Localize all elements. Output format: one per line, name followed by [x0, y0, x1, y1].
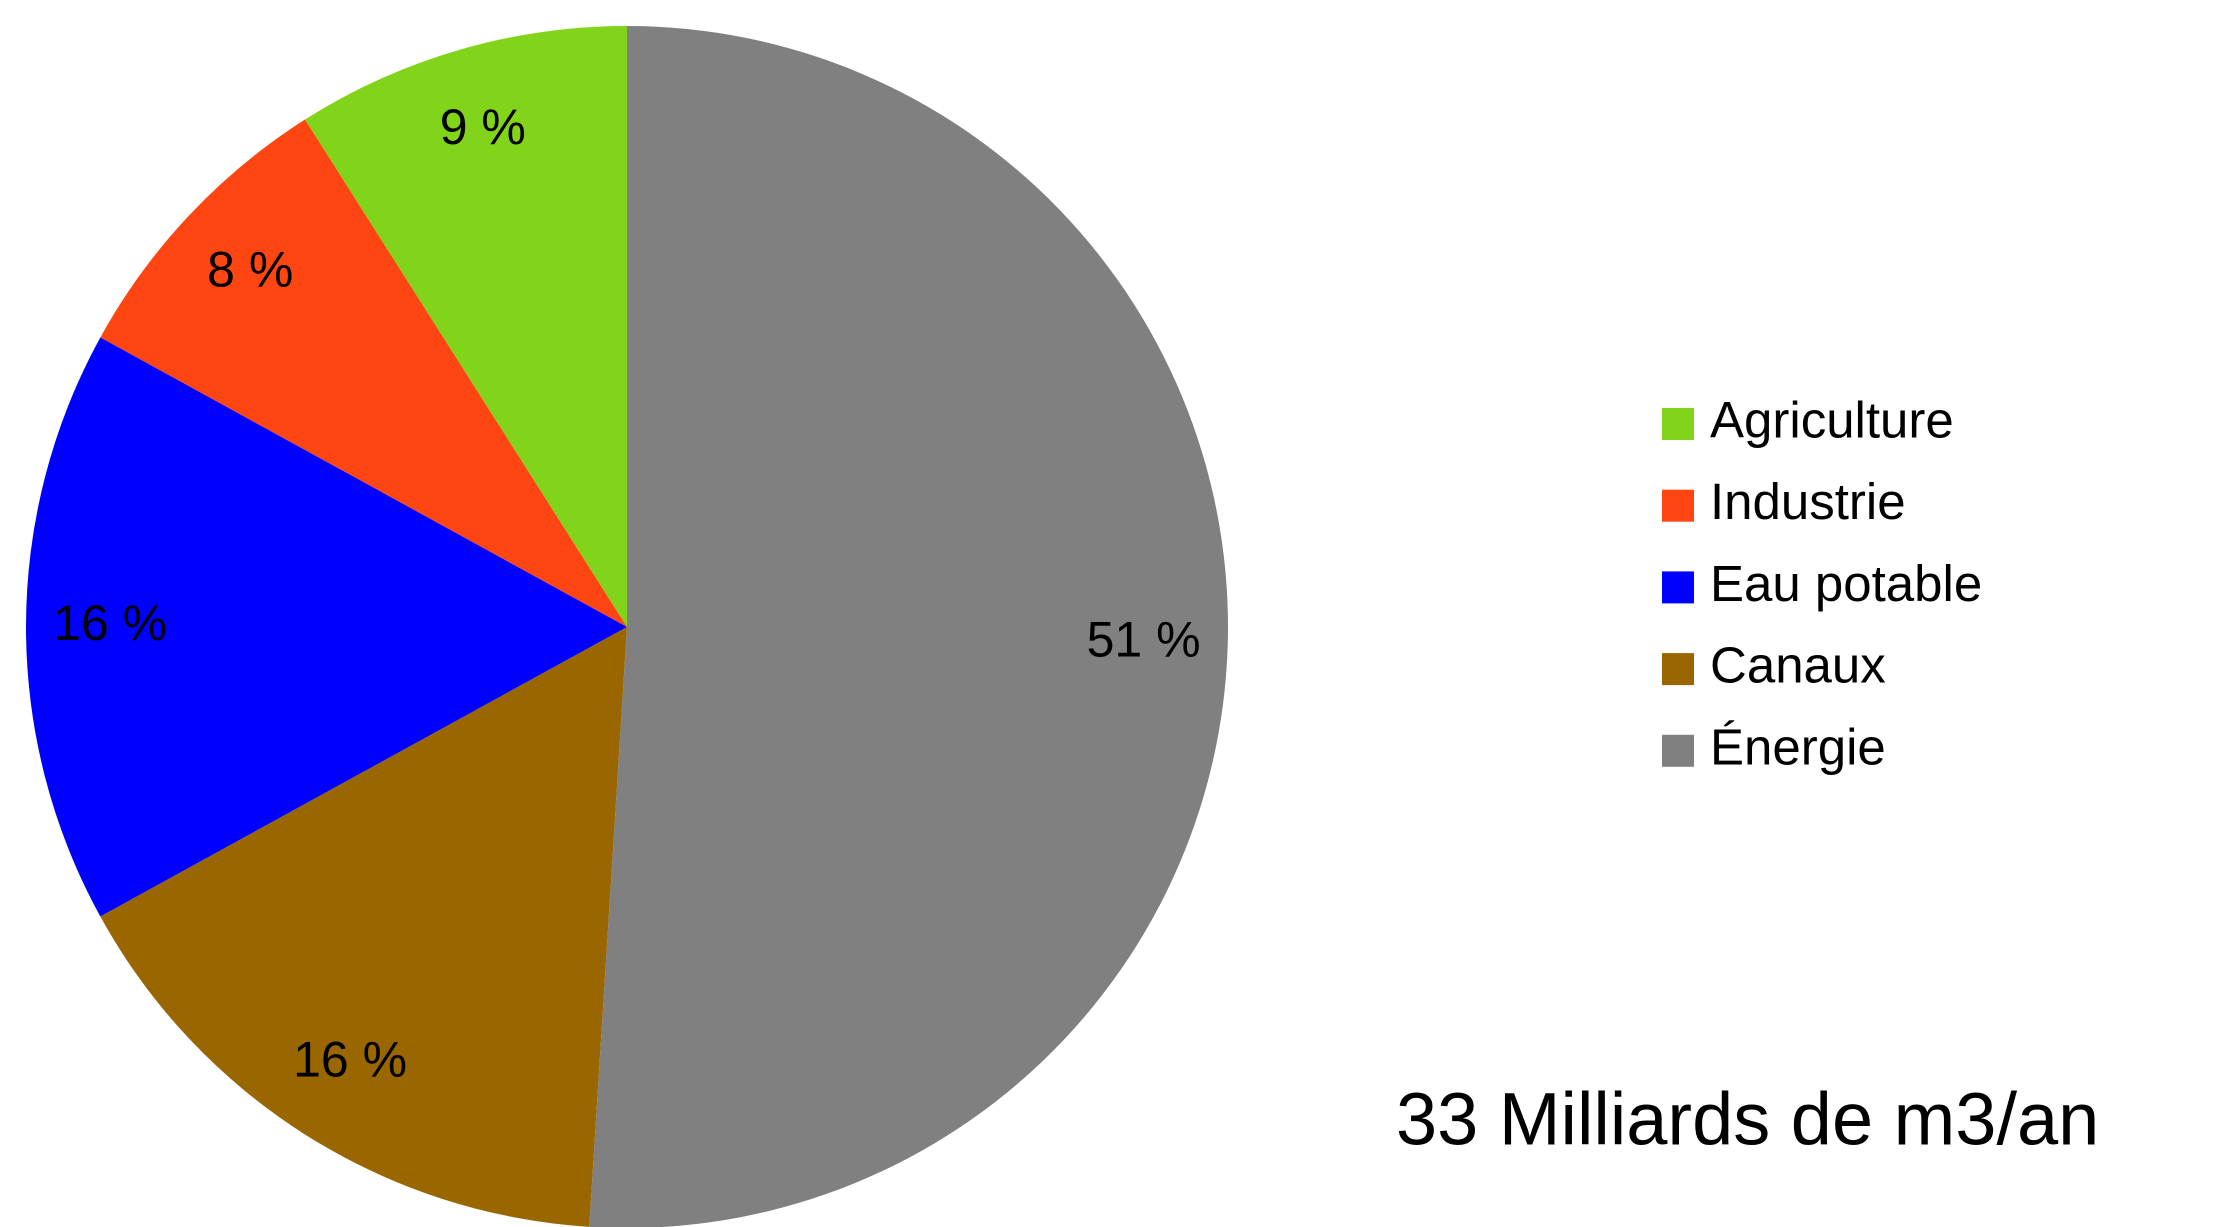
legend-swatch: [1662, 408, 1694, 440]
legend-swatch: [1662, 489, 1694, 522]
pie-slice: [25, 337, 627, 917]
legend-label: Eau potable: [1710, 555, 1982, 612]
legend-label: Industrie: [1710, 473, 1906, 530]
pie-slice: [304, 26, 627, 627]
pie-slice: [100, 627, 628, 1227]
pie-slice: [100, 119, 628, 628]
data-label: 8 %: [207, 241, 293, 297]
legend-swatch: [1662, 571, 1694, 604]
legend-label: Agriculture: [1710, 391, 1954, 448]
data-label: 16 %: [53, 595, 167, 651]
data-label: 16 %: [293, 1032, 407, 1088]
data-label: 9 %: [440, 99, 526, 155]
legend-swatch: [1662, 653, 1694, 686]
data-label: 51 %: [1087, 611, 1201, 667]
legend-label: Canaux: [1710, 637, 1886, 694]
pie-slice: [589, 26, 1229, 1227]
annotation: 33 Milliards de m3/an: [1396, 1078, 2099, 1161]
legend-swatch: [1662, 734, 1694, 767]
legend-label: Énergie: [1710, 718, 1886, 775]
